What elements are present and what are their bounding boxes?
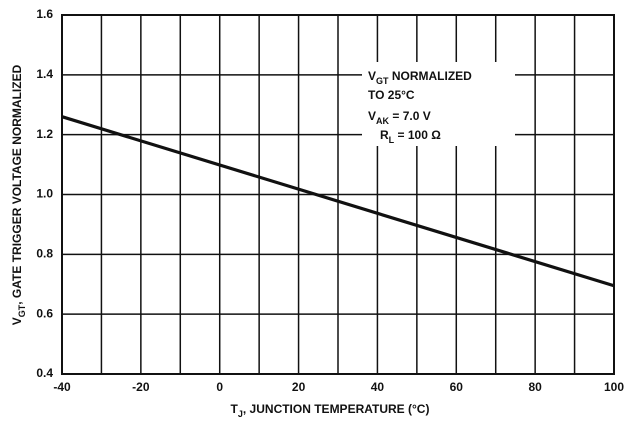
subscript: AK [376,116,389,126]
annotation-line: VAK = 7.0 V [368,109,431,126]
annotation-line: TO 25°C [368,88,415,102]
annotation-line: RL = 100 Ω [380,128,441,145]
x-axis-label: TJ, JUNCTION TEMPERATURE (°C) [231,402,430,419]
x-tick-label: -40 [53,380,71,394]
y-axis-label: VGT, GATE TRIGGER VOLTAGE NORMALIZED [10,64,27,325]
plot-border [61,14,615,375]
data-line [61,115,615,288]
text-segment: R [380,128,389,142]
text-segment: V [10,317,24,325]
text-segment: TO 25°C [368,88,415,102]
x-tick-label: 20 [292,380,306,394]
x-tick-label: -20 [132,380,150,394]
text-segment: V [368,109,376,123]
y-tick-label: 0.8 [36,247,53,261]
subscript: GT [376,76,389,86]
text-segment: , JUNCTION TEMPERATURE (°C) [243,402,430,416]
subscript: GT [17,304,27,317]
y-tick-label: 1.2 [36,127,53,141]
subscript: L [389,135,395,145]
annotation-background [362,62,515,146]
subscript: J [238,409,243,419]
y-tick-label: 1.6 [36,7,53,21]
annotation-line: VGT NORMALIZED [368,69,472,86]
text-segment: V [368,69,376,83]
x-tick-label: 0 [216,380,223,394]
y-tick-label: 0.4 [36,366,53,380]
text-segment: = 7.0 V [389,109,431,123]
x-tick-label: 60 [450,380,464,394]
text-segment: NORMALIZED [389,69,473,83]
y-tick-label: 0.6 [36,306,53,320]
text-segment: = 100 Ω [394,128,441,142]
x-tick-label: 100 [604,380,624,394]
text-segment: T [231,402,239,416]
y-tick-label: 1.0 [36,187,53,201]
x-tick-label: 40 [371,380,385,394]
y-tick-label: 1.4 [36,67,53,81]
text-segment: , GATE TRIGGER VOLTAGE NORMALIZED [10,64,24,304]
x-tick-label: 80 [528,380,542,394]
